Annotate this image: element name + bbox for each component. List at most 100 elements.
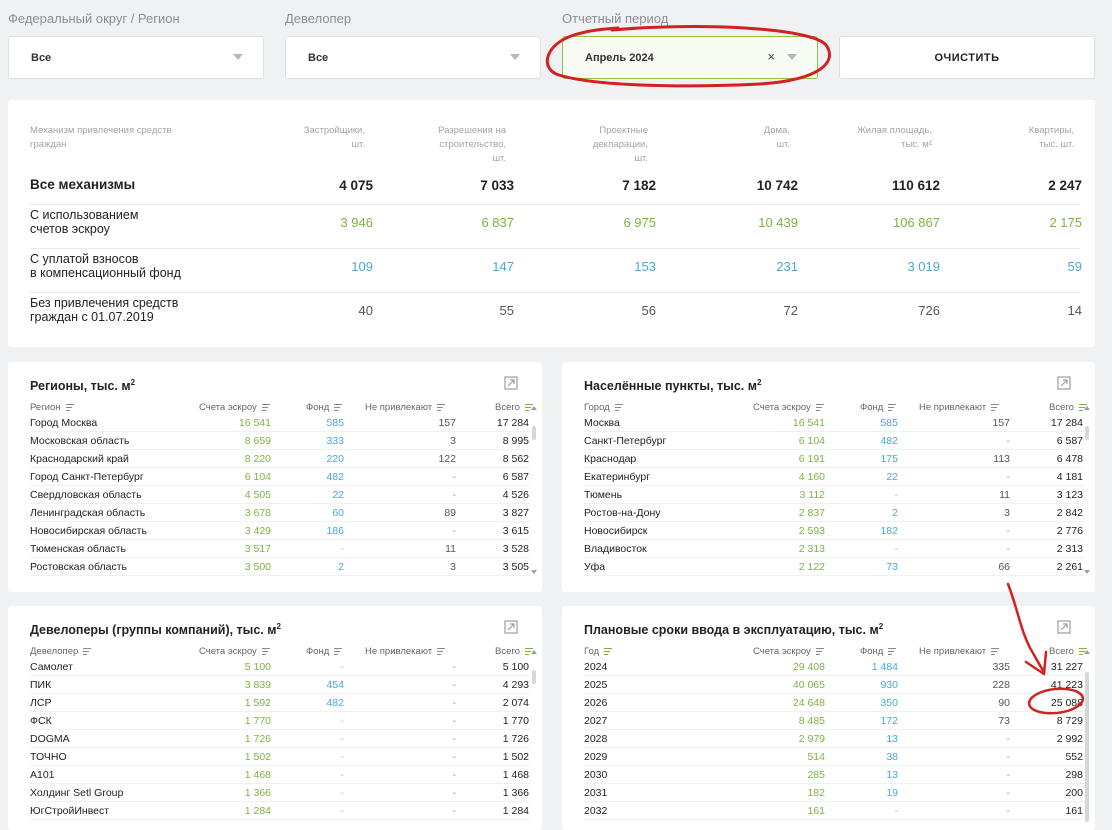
table-row[interactable]: Владивосток 2 313 - - 2 313 — [584, 540, 1084, 558]
period-select[interactable]: Апрель 2024 × — [562, 36, 818, 79]
column-header[interactable]: Всего — [495, 646, 533, 657]
scrollbar[interactable] — [532, 426, 536, 440]
column-header[interactable]: Счета эскроу — [753, 646, 824, 657]
expand-icon[interactable] — [1057, 376, 1071, 390]
table-row[interactable]: Уфа 2 122 73 66 2 261 — [584, 558, 1084, 576]
column-header[interactable]: Всего — [1049, 402, 1087, 413]
filter-icon[interactable] — [888, 648, 897, 655]
filter-icon[interactable] — [614, 404, 623, 411]
table-row[interactable]: A101 1 468 - - 1 468 — [30, 766, 530, 784]
sort-filter-icon-active[interactable] — [1078, 648, 1087, 655]
filter-icon[interactable] — [888, 404, 897, 411]
table-row[interactable]: Город Москва 16 541 585 157 17 284 — [30, 414, 530, 432]
table-row[interactable]: Екатеринбург 4 160 22 - 4 181 — [584, 468, 1084, 486]
table-row[interactable]: ТОЧНО 1 502 - - 1 502 — [30, 748, 530, 766]
sort-filter-icon-active[interactable] — [524, 648, 533, 655]
sort-filter-icon-active[interactable] — [1078, 404, 1087, 411]
column-header[interactable]: Регион — [30, 402, 74, 413]
developer-select[interactable]: Все — [285, 36, 541, 79]
total-value: 3 528 — [502, 543, 529, 555]
total-value: 6 587 — [1056, 435, 1083, 447]
table-row[interactable]: Ростовская область 3 500 2 3 3 505 — [30, 558, 530, 576]
column-header[interactable]: Счета эскроу — [753, 402, 824, 413]
table-row[interactable]: Холдинг Setl Group 1 366 - - 1 366 — [30, 784, 530, 802]
table-row[interactable]: Тюмень 3 112 - 11 3 123 — [584, 486, 1084, 504]
table-row[interactable]: DOGMA 1 726 - - 1 726 — [30, 730, 530, 748]
table-row[interactable]: Новосибирск 2 593 182 - 2 776 — [584, 522, 1084, 540]
row-name: Тюмень — [584, 489, 623, 501]
table-row[interactable]: Московская область 8 659 333 3 8 995 — [30, 432, 530, 450]
filter-icon[interactable] — [334, 404, 343, 411]
table-row[interactable]: Москва 16 541 585 157 17 284 — [584, 414, 1084, 432]
sort-filter-icon-active[interactable] — [524, 404, 533, 411]
filter-icon[interactable] — [65, 404, 74, 411]
column-header[interactable]: Не привлекают — [365, 646, 446, 657]
table-row[interactable]: Краснодарский край 8 220 220 122 8 562 — [30, 450, 530, 468]
table-row[interactable]: ФСК 1 770 - - 1 770 — [30, 712, 530, 730]
table-row[interactable]: 2027 8 485 172 73 8 729 — [584, 712, 1084, 730]
table-row[interactable]: 2025 40 065 930 228 41 223 — [584, 676, 1084, 694]
table-row[interactable]: 2024 29 408 1 484 335 31 227 — [584, 658, 1084, 676]
table-row[interactable]: 2028 2 979 13 - 2 992 — [584, 730, 1084, 748]
table-row[interactable]: 2029 514 38 - 552 — [584, 748, 1084, 766]
column-header[interactable]: Не привлекают — [919, 646, 1000, 657]
scroll-down-arrow[interactable] — [531, 570, 537, 574]
table-row[interactable]: Самолет 5 100 - - 5 100 — [30, 658, 530, 676]
column-header[interactable]: Фонд — [306, 402, 343, 413]
scroll-up-arrow[interactable] — [1084, 406, 1090, 410]
filter-icon[interactable] — [261, 404, 270, 411]
column-header[interactable]: Год — [584, 646, 613, 657]
table-row[interactable]: ЛСР 1 592 482 - 2 074 — [30, 694, 530, 712]
filter-icon[interactable] — [991, 648, 1000, 655]
region-select[interactable]: Все — [8, 36, 264, 79]
table-row[interactable]: 2030 285 13 - 298 — [584, 766, 1084, 784]
table-row[interactable]: Ростов-на-Дону 2 837 2 3 2 842 — [584, 504, 1084, 522]
table-row[interactable]: 2032 161 - - 161 — [584, 802, 1084, 820]
filter-icon[interactable] — [991, 404, 1000, 411]
sort-filter-icon-active[interactable] — [604, 648, 613, 655]
filter-icon[interactable] — [261, 648, 270, 655]
filter-icon[interactable] — [437, 404, 446, 411]
column-header[interactable]: Фонд — [860, 402, 897, 413]
filter-icon[interactable] — [334, 648, 343, 655]
total-value: 5 100 — [502, 661, 529, 673]
table-row[interactable]: ПИК 3 839 454 - 4 293 — [30, 676, 530, 694]
column-header[interactable]: Счета эскроу — [199, 402, 270, 413]
filter-icon[interactable] — [83, 648, 92, 655]
column-header[interactable]: Фонд — [860, 646, 897, 657]
filter-icon[interactable] — [815, 648, 824, 655]
column-header[interactable]: Не привлекают — [919, 402, 1000, 413]
column-header[interactable]: Город — [584, 402, 623, 413]
table-row[interactable]: Краснодар 6 191 175 113 6 478 — [584, 450, 1084, 468]
scroll-up-arrow[interactable] — [531, 650, 537, 654]
scroll-down-arrow[interactable] — [1084, 570, 1090, 574]
filter-icon[interactable] — [437, 648, 446, 655]
scroll-up-arrow[interactable] — [531, 406, 537, 410]
column-header[interactable]: Девелопер — [30, 646, 92, 657]
table-row[interactable]: Ленинградская область 3 678 60 89 3 827 — [30, 504, 530, 522]
table-row[interactable]: ЮгСтройИнвест 1 284 - - 1 284 — [30, 802, 530, 820]
column-header[interactable]: Фонд — [306, 646, 343, 657]
scroll-up-arrow[interactable] — [1084, 650, 1090, 654]
clear-filters-button[interactable]: ОЧИСТИТЬ — [839, 36, 1095, 79]
table-row[interactable]: Город Санкт-Петербург 6 104 482 - 6 587 — [30, 468, 530, 486]
expand-icon[interactable] — [1057, 620, 1071, 634]
clear-icon[interactable]: × — [767, 49, 775, 64]
scrollbar[interactable] — [1085, 672, 1089, 822]
column-header[interactable]: Не привлекают — [365, 402, 446, 413]
table-row[interactable]: Санкт-Петербург 6 104 482 - 6 587 — [584, 432, 1084, 450]
table-row[interactable]: Тюменская область 3 517 - 11 3 528 — [30, 540, 530, 558]
summary-value: 3 019 — [907, 259, 940, 274]
scrollbar[interactable] — [1085, 426, 1089, 440]
filter-icon[interactable] — [815, 404, 824, 411]
expand-icon[interactable] — [504, 376, 518, 390]
table-row[interactable]: Свердловская область 4 505 22 - 4 526 — [30, 486, 530, 504]
table-row[interactable]: 2026 24 648 350 90 25 088 — [584, 694, 1084, 712]
column-header[interactable]: Всего — [495, 402, 533, 413]
column-header[interactable]: Счета эскроу — [199, 646, 270, 657]
column-header[interactable]: Всего — [1049, 646, 1087, 657]
table-row[interactable]: 2031 182 19 - 200 — [584, 784, 1084, 802]
expand-icon[interactable] — [504, 620, 518, 634]
scrollbar[interactable] — [532, 670, 536, 684]
table-row[interactable]: Новосибирская область 3 429 186 - 3 615 — [30, 522, 530, 540]
